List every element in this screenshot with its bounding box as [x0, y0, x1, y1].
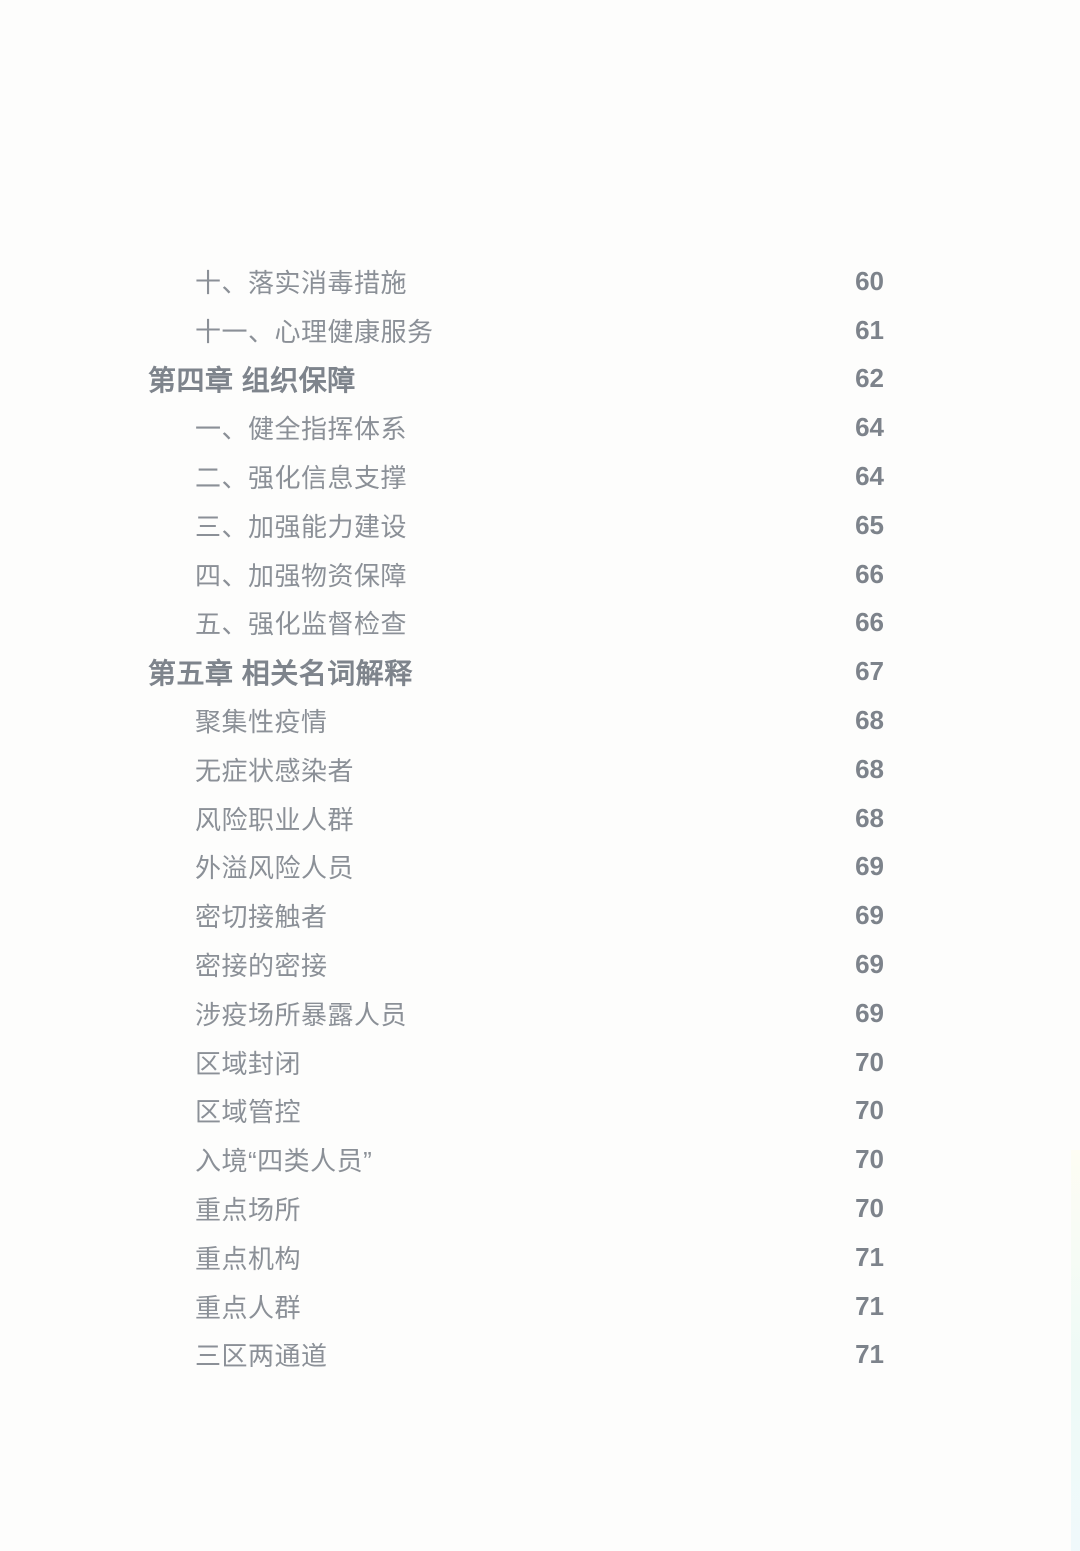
toc-entry-label: 二、强化信息支撑 — [195, 463, 408, 494]
toc-entry: 聚集性疫情 68 — [148, 696, 884, 745]
toc-entry: 三区两通道 71 — [148, 1331, 884, 1380]
toc-entry-label: 五、强化监督检查 — [195, 609, 408, 640]
toc-entry-page: 70 — [855, 1046, 884, 1077]
toc-entry: 十、落实消毒措施 60 — [148, 257, 884, 306]
toc-entry: 五、强化监督检查 66 — [148, 599, 884, 648]
toc-entry: 密接的密接 69 — [148, 940, 884, 989]
toc-entry: 三、加强能力建设 65 — [148, 501, 884, 550]
toc-entry-label: 密切接触者 — [195, 902, 328, 933]
page-edge-tint — [1071, 1150, 1080, 1551]
toc-entry-page: 67 — [855, 656, 884, 687]
toc-entry-label: 四、加强物资保障 — [195, 560, 408, 591]
toc-entry-page: 61 — [855, 314, 884, 345]
toc-entry: 第五章 相关名词解释 67 — [148, 647, 884, 696]
toc-entry-page: 71 — [855, 1241, 884, 1272]
toc-entry-page: 68 — [855, 802, 884, 833]
toc-entry-page: 70 — [855, 1144, 884, 1175]
toc-entry: 重点人群 71 — [148, 1282, 884, 1331]
toc-entry-label: 三、加强能力建设 — [195, 511, 408, 542]
toc-entry-page: 65 — [855, 509, 884, 540]
toc-entry-label: 聚集性疫情 — [195, 707, 328, 738]
toc-entry: 外溢风险人员 69 — [148, 843, 884, 892]
toc-entry: 入境“四类人员” 70 — [148, 1135, 884, 1184]
toc-entry-page: 60 — [855, 265, 884, 296]
toc-entry-label: 风险职业人群 — [195, 804, 355, 835]
toc-entry-label: 重点机构 — [195, 1243, 302, 1274]
toc-entry-page: 66 — [855, 607, 884, 638]
toc-entry-label: 第五章 相关名词解释 — [148, 657, 413, 689]
toc-entry-page: 69 — [855, 997, 884, 1028]
toc-entry-page: 64 — [855, 461, 884, 492]
toc-entry: 一、健全指挥体系 64 — [148, 403, 884, 452]
toc-entry: 第四章 组织保障 62 — [148, 355, 884, 404]
toc-entry-page: 69 — [855, 851, 884, 882]
toc-entry-label: 外溢风险人员 — [195, 853, 355, 884]
toc-entry: 二、强化信息支撑 64 — [148, 452, 884, 501]
toc-entry: 涉疫场所暴露人员 69 — [148, 989, 884, 1038]
toc-entry-label: 三区两通道 — [195, 1341, 328, 1372]
toc-entry-label: 十、落实消毒措施 — [195, 267, 408, 298]
toc-entry: 重点场所 70 — [148, 1184, 884, 1233]
table-of-contents: 十、落实消毒措施 60 十一、心理健康服务 61 第四章 组织保障 62 一、健… — [148, 257, 884, 1379]
toc-entry-label: 涉疫场所暴露人员 — [195, 999, 408, 1030]
toc-entry-label: 无症状感染者 — [195, 755, 355, 786]
toc-entry: 十一、心理健康服务 61 — [148, 306, 884, 355]
toc-entry-label: 区域封闭 — [195, 1048, 302, 1079]
toc-entry: 区域管控 70 — [148, 1087, 884, 1136]
toc-entry-label: 密接的密接 — [195, 951, 328, 982]
toc-entry-page: 62 — [855, 363, 884, 394]
toc-entry: 无症状感染者 68 — [148, 745, 884, 794]
toc-entry-page: 71 — [855, 1290, 884, 1321]
toc-entry: 密切接触者 69 — [148, 891, 884, 940]
toc-entry-label: 一、健全指挥体系 — [195, 414, 408, 445]
toc-entry-label: 入境“四类人员” — [195, 1146, 373, 1177]
toc-entry: 重点机构 71 — [148, 1233, 884, 1282]
toc-entry-page: 70 — [855, 1095, 884, 1126]
toc-entry-label: 十一、心理健康服务 — [195, 316, 434, 347]
toc-entry-label: 第四章 组织保障 — [148, 364, 356, 396]
toc-entry-page: 71 — [855, 1339, 884, 1370]
toc-entry-page: 68 — [855, 705, 884, 736]
toc-entry-label: 重点人群 — [195, 1292, 302, 1323]
toc-entry-page: 70 — [855, 1193, 884, 1224]
toc-entry-page: 68 — [855, 753, 884, 784]
toc-entry: 风险职业人群 68 — [148, 794, 884, 843]
toc-entry-page: 66 — [855, 558, 884, 589]
toc-entry-page: 69 — [855, 900, 884, 931]
toc-entry-label: 区域管控 — [195, 1097, 302, 1128]
toc-entry: 四、加强物资保障 66 — [148, 550, 884, 599]
toc-entry-page: 69 — [855, 949, 884, 980]
toc-entry: 区域封闭 70 — [148, 1038, 884, 1087]
toc-entry-label: 重点场所 — [195, 1195, 302, 1226]
toc-entry-page: 64 — [855, 412, 884, 443]
